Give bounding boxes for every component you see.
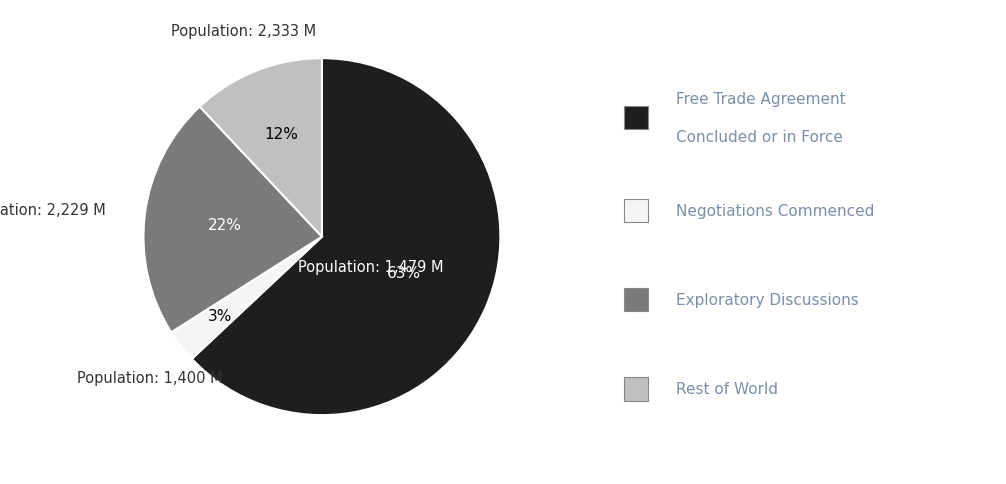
FancyBboxPatch shape xyxy=(624,378,648,401)
Text: 63%: 63% xyxy=(386,265,421,280)
Text: Population: 2,229 M: Population: 2,229 M xyxy=(0,202,106,217)
FancyBboxPatch shape xyxy=(624,106,648,130)
Text: 12%: 12% xyxy=(265,127,298,142)
FancyBboxPatch shape xyxy=(624,288,648,312)
Wedge shape xyxy=(171,237,322,359)
Text: Exploratory Discussions: Exploratory Discussions xyxy=(676,293,859,307)
Text: Population: 2,333 M: Population: 2,333 M xyxy=(170,23,316,38)
Text: Population: 1,400 M: Population: 1,400 M xyxy=(77,370,222,385)
Text: Rest of World: Rest of World xyxy=(676,382,778,396)
Text: Free Trade Agreement: Free Trade Agreement xyxy=(676,91,846,106)
FancyBboxPatch shape xyxy=(624,199,648,223)
Text: Negotiations Commenced: Negotiations Commenced xyxy=(676,204,874,218)
Text: Concluded or in Force: Concluded or in Force xyxy=(676,130,843,145)
Wedge shape xyxy=(200,59,322,237)
Text: Population: 1,479 M: Population: 1,479 M xyxy=(298,259,444,274)
Wedge shape xyxy=(192,59,500,415)
Wedge shape xyxy=(144,107,322,333)
Text: 3%: 3% xyxy=(208,308,232,323)
Text: 22%: 22% xyxy=(207,217,241,232)
